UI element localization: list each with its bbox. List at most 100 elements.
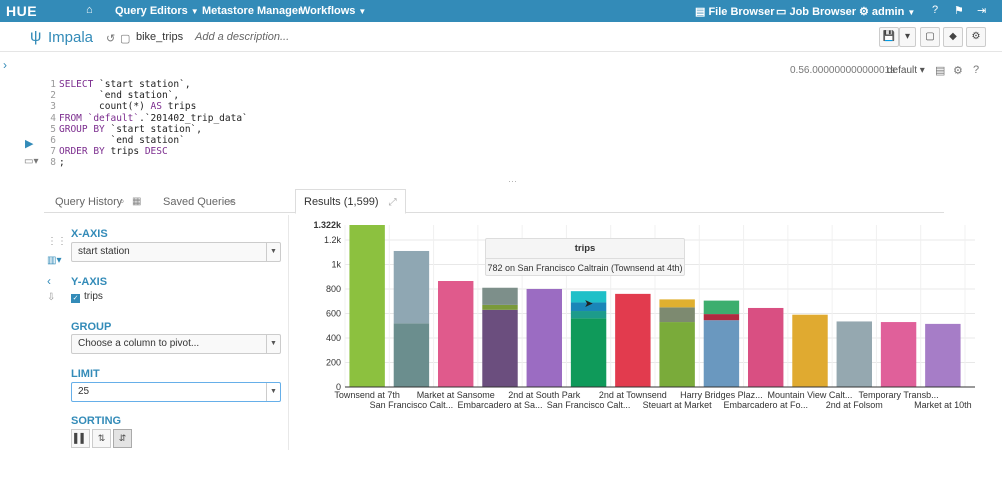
code-line[interactable]: 3 count(*) AS trips: [46, 101, 946, 112]
group-select[interactable]: Choose a column to pivot... ▼: [71, 334, 281, 354]
line-number: 6: [50, 134, 56, 146]
query-name[interactable]: bike_trips: [136, 31, 184, 43]
help-icon[interactable]: ?: [932, 4, 939, 16]
y-tick-label: 400: [326, 333, 341, 343]
bar-segment[interactable]: [482, 287, 518, 305]
search-icon[interactable]: ⌕: [119, 196, 125, 207]
bar-segment[interactable]: [482, 304, 518, 310]
code-line[interactable]: 4 FROM `default`.`201402_trip_data`: [46, 113, 946, 124]
chevron-down-icon: ▼: [266, 383, 280, 401]
bar-segment[interactable]: [570, 302, 607, 312]
bar-segment[interactable]: [703, 300, 740, 315]
database-select[interactable]: default ▾: [887, 65, 925, 76]
sort-descending-button[interactable]: ⇵: [113, 429, 132, 448]
description-field[interactable]: Add a description...: [195, 31, 290, 43]
chevron-left-icon[interactable]: ‹: [47, 274, 51, 288]
code-line[interactable]: 7 ORDER BY trips DESC: [46, 146, 946, 157]
line-number: 4: [50, 112, 56, 124]
calendar-icon[interactable]: ▦: [132, 196, 142, 207]
list-icon: ▭: [776, 6, 790, 18]
nav-metastore-manager[interactable]: Metastore Manager: [202, 5, 303, 17]
snippet-menu-icon[interactable]: ▭▾: [24, 156, 39, 167]
grid-icon[interactable]: ⋮⋮: [47, 236, 67, 247]
bar-segment[interactable]: [703, 320, 740, 387]
sort-none-button[interactable]: ▌▌: [71, 429, 90, 448]
bar-segment[interactable]: [482, 309, 518, 387]
sql-editor[interactable]: 1 SELECT `start station`, 2 `end station`,…: [46, 79, 946, 169]
nav-user-menu[interactable]: ⚙ admin ▼: [859, 6, 916, 18]
code-line[interactable]: 6 `end station`: [46, 135, 946, 146]
bar-segment[interactable]: [615, 293, 651, 387]
bar-chart: 0 200 400 600 800 1k 1.2k 1.322k Townsend at 7th…: [313, 220, 975, 410]
code-line[interactable]: 2 `end station`,: [46, 90, 946, 101]
tab-results[interactable]: Results (1,599) ⤢: [295, 189, 406, 214]
code-token: `end station`,: [59, 90, 180, 102]
flag-icon[interactable]: ⚑: [954, 5, 964, 17]
resize-handle[interactable]: ···: [508, 176, 517, 186]
bar-segment[interactable]: [792, 314, 828, 387]
logout-icon[interactable]: ⇥: [977, 5, 987, 17]
code-line[interactable]: 8;: [46, 157, 946, 168]
new-document-button[interactable]: ▢: [920, 27, 940, 47]
tag-button[interactable]: ◆: [943, 27, 963, 47]
nav-workflows[interactable]: Workflows ▼: [300, 5, 367, 17]
bar-segment[interactable]: [880, 322, 917, 387]
search-icon[interactable]: ⌕: [229, 196, 235, 207]
mouse-cursor-icon: ➤: [584, 298, 594, 310]
app-name[interactable]: Impala: [48, 29, 94, 46]
nav-query-editors[interactable]: Query Editors ▼: [115, 5, 199, 17]
nav-file-browser[interactable]: ▤ File Browser: [695, 6, 775, 18]
x-tick-label: Temporary Transb...: [859, 390, 939, 400]
bar-segment[interactable]: [925, 323, 961, 387]
code-line[interactable]: 1 SELECT `start station`,: [46, 79, 946, 90]
history-icon[interactable]: ↺: [106, 33, 116, 45]
bar-segment[interactable]: [393, 250, 430, 324]
gear-icon[interactable]: ⚙: [953, 65, 963, 77]
bar-segment[interactable]: [570, 291, 607, 303]
save-button[interactable]: 💾: [879, 27, 899, 47]
home-icon[interactable]: ⌂: [86, 4, 93, 16]
nav-job-browser[interactable]: ▭ Job Browser: [776, 6, 857, 18]
hue-logo[interactable]: HUE: [6, 3, 38, 19]
y-tick-label: 200: [326, 357, 341, 367]
tooltip-text: 782 on San Francisco Caltrain (Townsend …: [487, 263, 683, 273]
chart-tooltip: trips 782 on San Francisco Caltrain (Tow…: [485, 238, 685, 276]
expand-icon[interactable]: ⤢: [388, 197, 397, 208]
bar-segment[interactable]: [349, 225, 385, 387]
bar-segment[interactable]: [438, 281, 474, 387]
x-tick-label: 2nd at Folsom: [826, 400, 883, 410]
bar-segment[interactable]: [659, 307, 695, 323]
sort-ascending-button[interactable]: ⇅: [92, 429, 111, 448]
check-icon[interactable]: ✓: [71, 294, 80, 303]
gear-icon: ⚙: [859, 6, 872, 18]
tab-saved-queries[interactable]: Saved Queries: [163, 196, 236, 208]
bar-segment[interactable]: [526, 288, 562, 387]
bar-segment[interactable]: [570, 311, 607, 319]
bar-segment[interactable]: [748, 307, 784, 387]
x-axis-select[interactable]: start station ▼: [71, 242, 281, 262]
limit-select[interactable]: 25 ▼: [71, 382, 281, 402]
download-icon[interactable]: ⇩: [47, 292, 56, 303]
x-tick-label: Market at Sansome: [417, 390, 495, 400]
bar-segment[interactable]: [570, 318, 607, 387]
document-icon[interactable]: ▤: [935, 65, 946, 77]
bar-segment[interactable]: [703, 314, 740, 321]
line-number: 7: [50, 146, 56, 158]
code-line[interactable]: 5 GROUP BY `start station`,: [46, 124, 946, 135]
help-icon[interactable]: ?: [973, 64, 980, 76]
chevron-right-icon[interactable]: ›: [3, 58, 7, 72]
play-icon[interactable]: ▶: [25, 138, 34, 150]
chevron-down-icon: ▼: [190, 7, 199, 16]
y-axis-trips-checkbox[interactable]: ✓ trips: [71, 291, 103, 303]
save-dropdown-button[interactable]: ▾: [899, 27, 916, 47]
bar-segment[interactable]: [659, 322, 695, 387]
code-token: trips: [161, 101, 197, 113]
bar-segment[interactable]: [836, 321, 872, 387]
tab-query-history[interactable]: Query History: [55, 196, 123, 208]
bar-segment[interactable]: [659, 299, 695, 308]
chevron-down-icon: ▼: [266, 335, 280, 353]
settings-button[interactable]: ⚙: [966, 27, 986, 47]
bar-chart-icon[interactable]: ▥▾: [47, 255, 62, 266]
y-tick-label: 0: [336, 382, 341, 392]
bar-segment[interactable]: [393, 323, 430, 387]
